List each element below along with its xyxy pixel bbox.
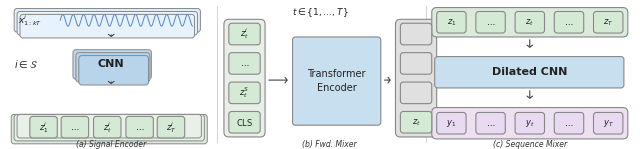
Text: $\cdots$: $\cdots$ xyxy=(564,119,573,128)
FancyBboxPatch shape xyxy=(157,116,185,138)
FancyBboxPatch shape xyxy=(126,116,154,138)
FancyBboxPatch shape xyxy=(76,53,150,82)
FancyBboxPatch shape xyxy=(515,11,545,33)
Text: (b) Fwd. Mixer: (b) Fwd. Mixer xyxy=(303,140,357,149)
Text: $i \in \mathcal{S}$: $i \in \mathcal{S}$ xyxy=(14,58,38,70)
FancyBboxPatch shape xyxy=(14,114,204,141)
FancyBboxPatch shape xyxy=(17,11,198,35)
Text: $\cdots$: $\cdots$ xyxy=(240,59,249,68)
FancyBboxPatch shape xyxy=(435,57,624,88)
FancyBboxPatch shape xyxy=(229,111,260,133)
FancyBboxPatch shape xyxy=(229,23,260,45)
FancyBboxPatch shape xyxy=(396,19,436,137)
Text: $y_1$: $y_1$ xyxy=(446,118,456,129)
FancyBboxPatch shape xyxy=(14,8,200,32)
Text: $\cdots$: $\cdots$ xyxy=(486,119,495,128)
FancyBboxPatch shape xyxy=(515,112,545,134)
Text: $\cdots$: $\cdots$ xyxy=(564,18,573,27)
FancyBboxPatch shape xyxy=(61,116,88,138)
Text: Dilated CNN: Dilated CNN xyxy=(492,67,568,77)
FancyBboxPatch shape xyxy=(476,112,506,134)
Text: $z^i_T$: $z^i_T$ xyxy=(166,120,176,135)
Text: CNN: CNN xyxy=(98,59,125,69)
FancyBboxPatch shape xyxy=(401,53,432,74)
FancyBboxPatch shape xyxy=(11,114,207,144)
FancyBboxPatch shape xyxy=(432,108,628,139)
Text: $z_T$: $z_T$ xyxy=(603,17,613,28)
Text: $\cdots$: $\cdots$ xyxy=(70,123,79,132)
Text: $z_t$: $z_t$ xyxy=(525,17,534,28)
FancyBboxPatch shape xyxy=(401,23,432,45)
FancyBboxPatch shape xyxy=(432,8,628,37)
Text: $y_t$: $y_t$ xyxy=(525,118,534,129)
FancyBboxPatch shape xyxy=(593,112,623,134)
FancyBboxPatch shape xyxy=(93,116,121,138)
Text: $x^i_{1:kT}$: $x^i_{1:kT}$ xyxy=(18,13,42,28)
FancyBboxPatch shape xyxy=(401,111,432,133)
Text: $z^i_t$: $z^i_t$ xyxy=(240,27,249,41)
Text: $z_t$: $z_t$ xyxy=(412,117,420,128)
Text: $\cdots$: $\cdots$ xyxy=(135,123,144,132)
FancyBboxPatch shape xyxy=(476,11,506,33)
FancyBboxPatch shape xyxy=(436,112,466,134)
FancyBboxPatch shape xyxy=(436,11,466,33)
FancyBboxPatch shape xyxy=(229,82,260,104)
Text: $z^i_t$: $z^i_t$ xyxy=(103,120,112,135)
Text: $\mathrm{CLS}$: $\mathrm{CLS}$ xyxy=(236,117,253,128)
Text: $z_1$: $z_1$ xyxy=(447,17,456,28)
FancyBboxPatch shape xyxy=(401,82,432,104)
FancyBboxPatch shape xyxy=(593,11,623,33)
FancyBboxPatch shape xyxy=(30,116,57,138)
FancyBboxPatch shape xyxy=(229,53,260,74)
Text: $\cdots$: $\cdots$ xyxy=(486,18,495,27)
FancyBboxPatch shape xyxy=(73,50,152,79)
FancyBboxPatch shape xyxy=(554,112,584,134)
Text: (c) Sequence Mixer: (c) Sequence Mixer xyxy=(493,140,567,149)
FancyBboxPatch shape xyxy=(17,114,202,138)
FancyBboxPatch shape xyxy=(20,14,195,38)
FancyBboxPatch shape xyxy=(292,37,381,125)
Text: $z^i_1$: $z^i_1$ xyxy=(39,120,48,135)
FancyBboxPatch shape xyxy=(554,11,584,33)
FancyBboxPatch shape xyxy=(79,56,148,85)
Text: (a) Signal Encoder: (a) Signal Encoder xyxy=(76,140,147,149)
FancyBboxPatch shape xyxy=(224,19,265,137)
Text: $t \in \{1,\ldots,T\}$: $t \in \{1,\ldots,T\}$ xyxy=(292,7,348,19)
Text: Transformer
Encoder: Transformer Encoder xyxy=(307,69,366,93)
Text: $y_T$: $y_T$ xyxy=(603,118,614,129)
Text: $z^S_t$: $z^S_t$ xyxy=(239,85,250,100)
